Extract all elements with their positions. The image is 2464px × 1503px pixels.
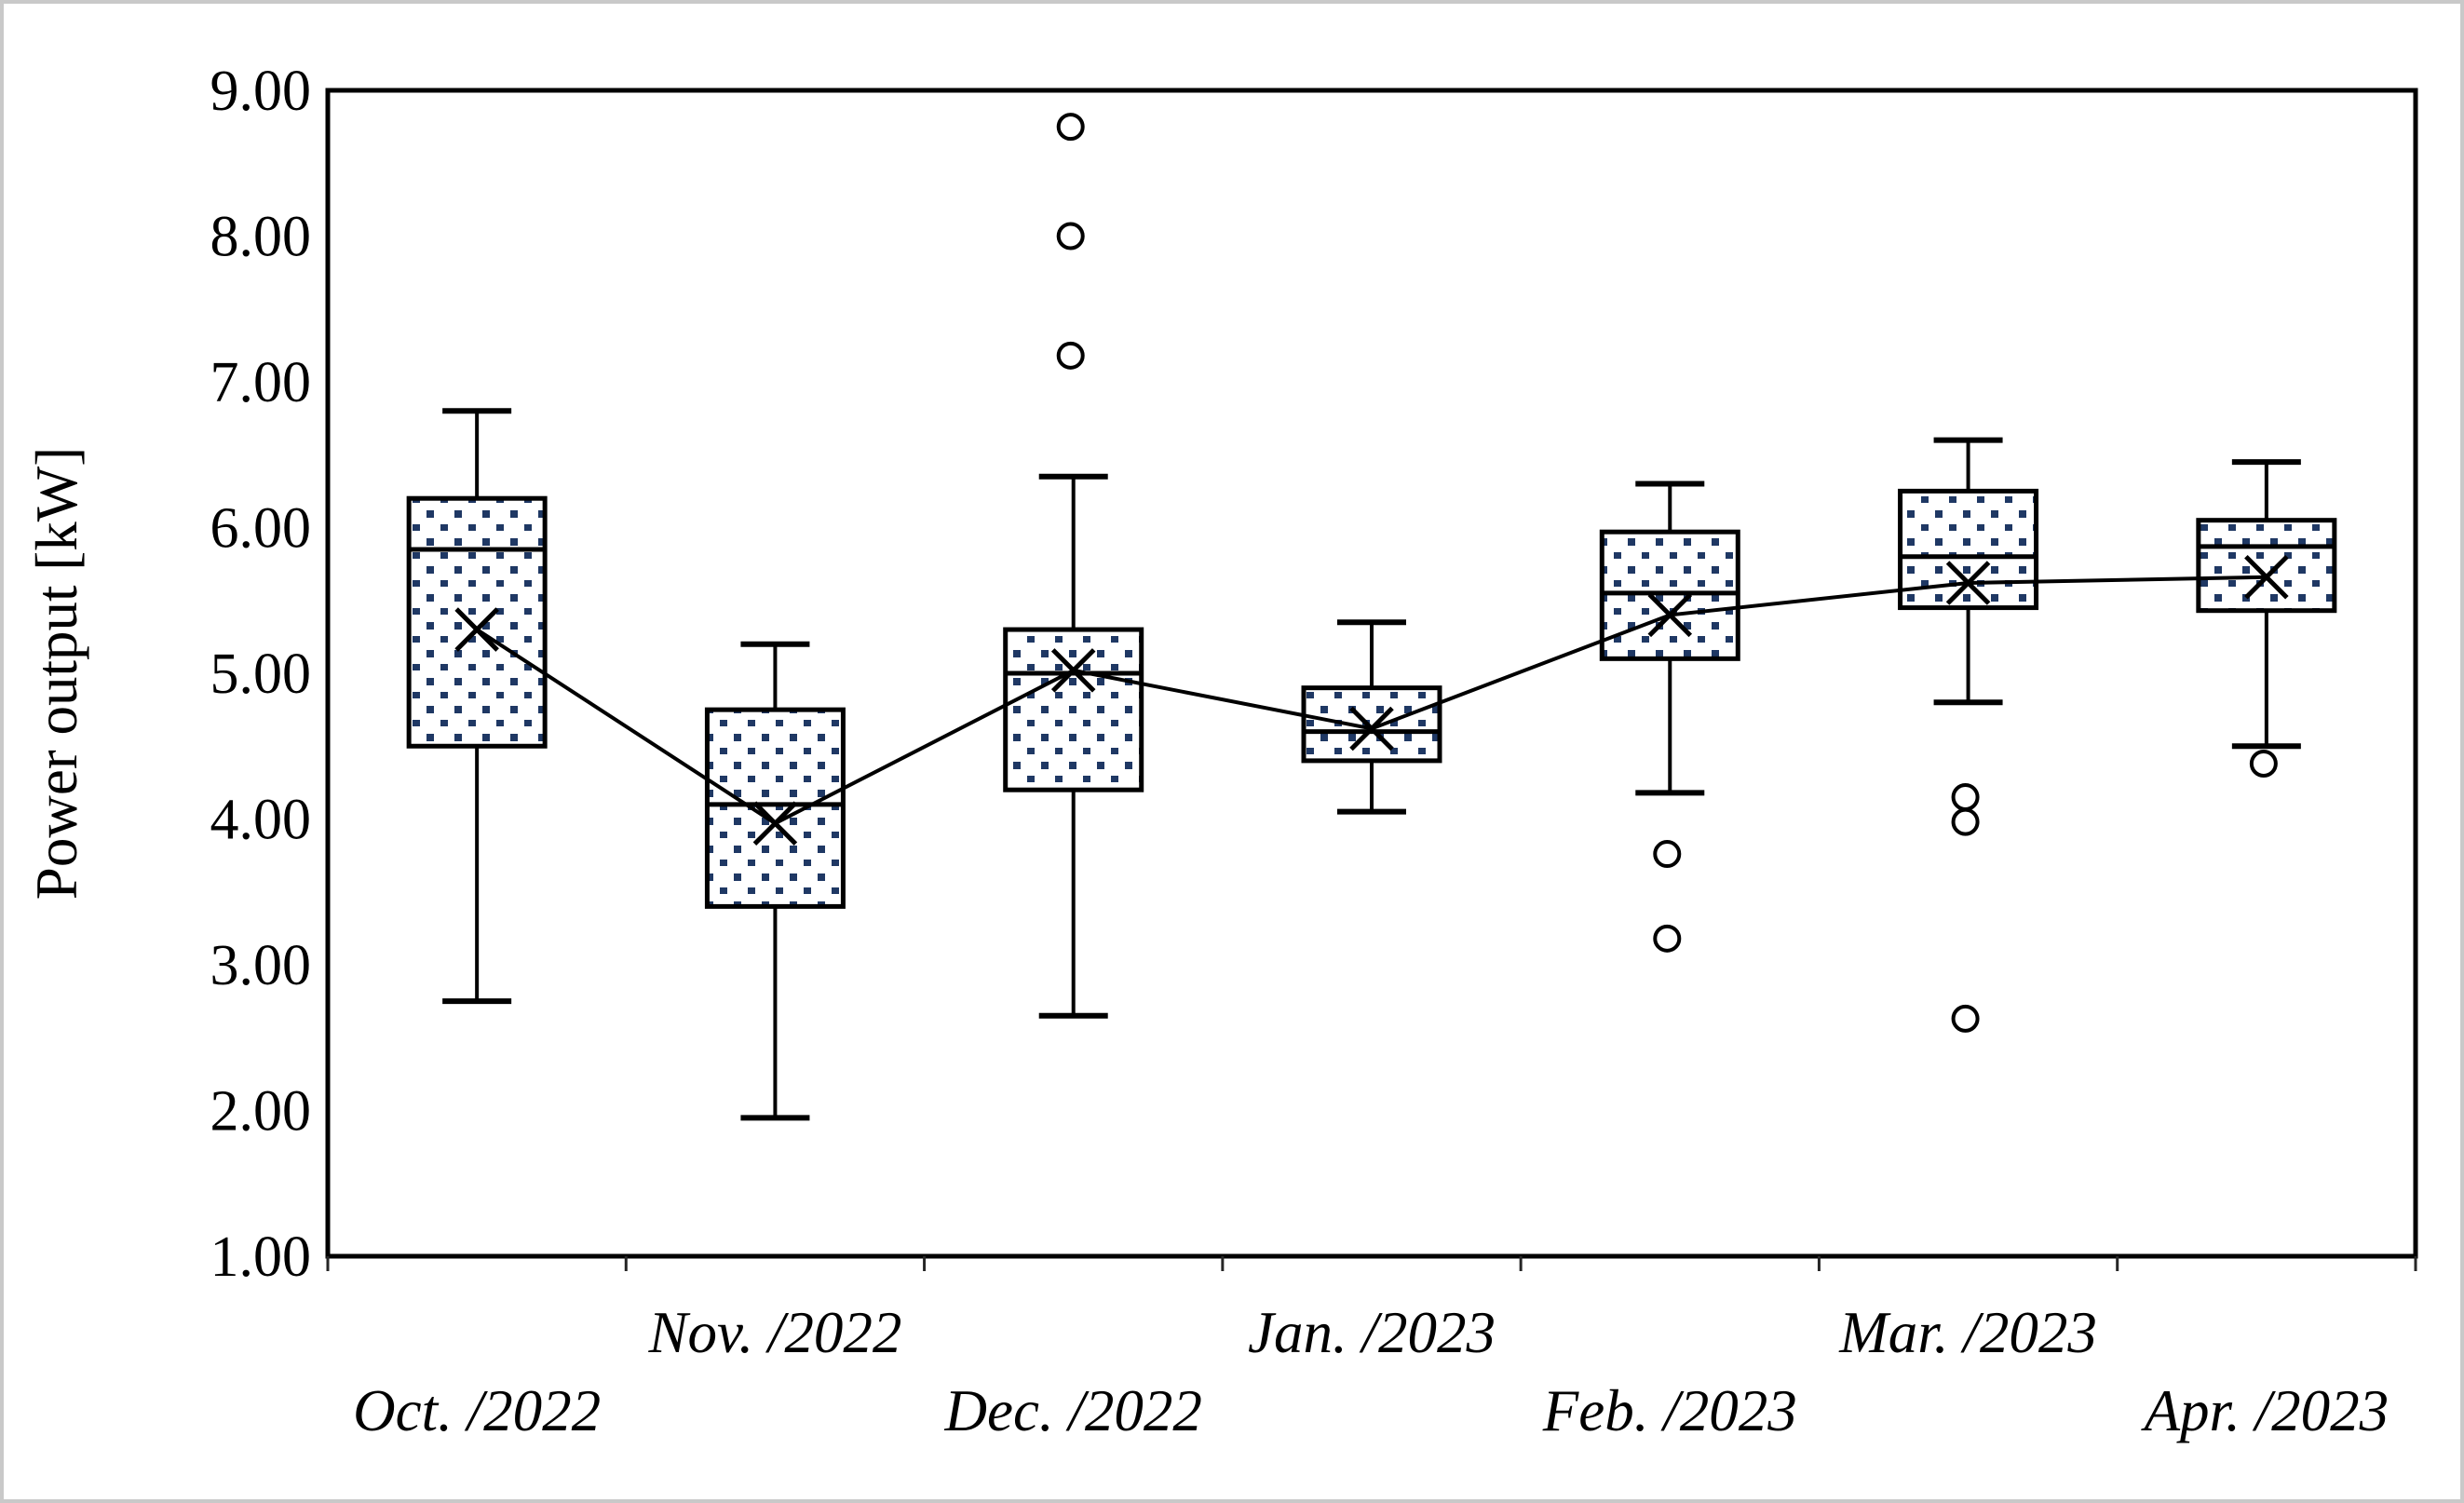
mean-x-stroke [2244, 554, 2289, 600]
box-plot-dec-2022 [1003, 113, 1144, 1019]
outlier-point [1951, 1004, 1980, 1033]
iqr-box [2196, 518, 2337, 614]
mean-marker [2244, 554, 2289, 600]
outlier-point [1653, 924, 1682, 953]
y-tick-label: 6.00 [210, 497, 312, 561]
mean-marker [752, 801, 798, 846]
outlier-point [1056, 222, 1085, 250]
box-plot-feb-2023 [1599, 481, 1740, 953]
mean-x-stroke [1647, 592, 1693, 638]
mean-x-stroke [1349, 706, 1394, 752]
y-tick-label: 7.00 [210, 351, 312, 414]
y-tick-label: 3.00 [210, 934, 312, 997]
box-plot-jan-2023 [1301, 619, 1442, 815]
box-plot-oct-2022 [406, 408, 548, 1005]
mean-x-stroke [1945, 561, 1991, 605]
x-category-label: Feb. /2023 [1542, 1378, 1797, 1443]
mean-x-stroke [1050, 648, 1096, 693]
y-tick-label: 2.00 [210, 1080, 312, 1144]
iqr-box [704, 707, 846, 909]
y-tick-label: 8.00 [210, 206, 312, 269]
mean-marker [1050, 648, 1096, 693]
mean-marker [1945, 561, 1991, 605]
y-tick-label: 1.00 [210, 1225, 312, 1289]
mean-marker [1349, 706, 1394, 752]
outlier-point [2249, 750, 2278, 779]
power-output-boxplot-chart: 9.00 8.00 7.00 6.00 5.00 4.00 3.00 2.00 1.00 Powe… [24, 60, 2418, 1443]
iqr-box [1301, 685, 1442, 764]
box-plot-apr-2023 [2196, 459, 2337, 779]
outlier-point [1951, 807, 1980, 836]
iqr-box [1003, 627, 1144, 792]
outlier-point [1056, 341, 1085, 370]
y-tick-label: 5.00 [210, 643, 312, 706]
mean-marker [454, 607, 499, 652]
x-category-label: Apr. /2023 [2141, 1378, 2390, 1443]
mean-x-stroke [454, 607, 499, 652]
y-tick-label: 9.00 [210, 60, 312, 123]
x-category-label: Jan. /2023 [1248, 1300, 1496, 1365]
y-axis-title: Power output [kW] [24, 447, 89, 900]
mean-marker [1647, 592, 1693, 638]
x-category-label: Oct. /2022 [353, 1378, 601, 1443]
x-category-label: Dec. /2022 [943, 1378, 1201, 1443]
iqr-box [406, 495, 548, 749]
x-axis-labels: Oct. /2022 Nov. /2022 Dec. /2022 Jan. /2023… [353, 1300, 2389, 1443]
y-axis-labels: 9.00 8.00 7.00 6.00 5.00 4.00 3.00 2.00 1.00 [210, 60, 312, 1289]
mean-x-stroke [752, 801, 798, 846]
iqr-box [1898, 488, 2039, 611]
box-plot-mar-2023 [1898, 437, 2039, 1033]
x-axis-ticks [326, 1256, 2417, 1271]
outlier-point [1056, 113, 1085, 142]
box-plot-nov-2022 [704, 641, 846, 1121]
x-category-label: Nov. /2022 [648, 1300, 902, 1365]
outlier-point [1653, 840, 1682, 869]
x-category-label: Mar. /2023 [1838, 1300, 2097, 1365]
y-tick-label: 4.00 [210, 789, 312, 852]
